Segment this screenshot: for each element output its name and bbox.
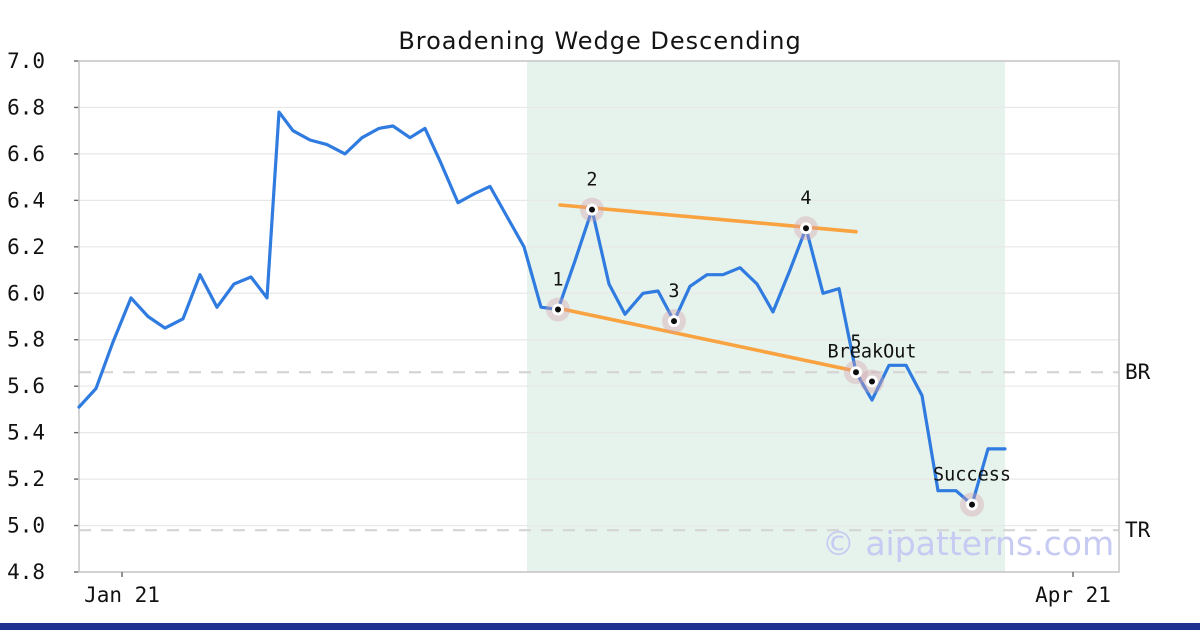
- y-tick-label: 4.8: [7, 560, 45, 584]
- marker-dot-Success: [966, 498, 978, 511]
- y-tick-label: 5.0: [7, 514, 45, 538]
- marker-dot-5: [850, 366, 862, 379]
- marker-label-5: 5: [850, 332, 861, 353]
- y-tick-label: 5.6: [7, 374, 45, 398]
- x-tick-label: Apr 21: [1035, 583, 1111, 607]
- bottom-accent-bar: [0, 623, 1200, 630]
- marker-label-Success: Success: [933, 465, 1011, 486]
- y-tick-label: 6.4: [7, 188, 45, 212]
- y-tick-label: 6.8: [7, 95, 45, 119]
- marker-dot-3: [668, 315, 680, 328]
- y-tick-label: 5.4: [7, 421, 45, 445]
- trendline-lower: [557, 306, 858, 373]
- y-tick-label: 6.6: [7, 142, 45, 166]
- y-tick-label: 6.2: [7, 235, 45, 259]
- marker-dot-4: [800, 222, 812, 235]
- level-label-TR: TR: [1125, 518, 1151, 542]
- marker-dot-2: [586, 203, 598, 216]
- marker-label-BreakOut: BreakOut: [827, 342, 916, 363]
- marker-dot-1: [552, 303, 564, 316]
- marker-label-2: 2: [586, 170, 597, 191]
- marker-label-1: 1: [552, 270, 563, 291]
- pattern-zone: [527, 61, 1005, 572]
- marker-label-4: 4: [800, 188, 811, 209]
- plot-border: [78, 60, 1120, 573]
- level-label-BR: BR: [1125, 360, 1151, 384]
- y-tick-label: 6.0: [7, 281, 45, 305]
- chart-title: Broadening Wedge Descending: [398, 27, 802, 55]
- y-tick-label: 7.0: [7, 49, 45, 73]
- marker-dot-BreakOut: [866, 375, 878, 388]
- marker-label-3: 3: [668, 281, 679, 302]
- x-tick-label: Jan 21: [84, 583, 160, 607]
- y-tick-label: 5.8: [7, 328, 45, 352]
- watermark: © aipatterns.com: [821, 524, 1115, 563]
- series-line-price: [77, 110, 1007, 507]
- y-tick-label: 5.2: [7, 467, 45, 491]
